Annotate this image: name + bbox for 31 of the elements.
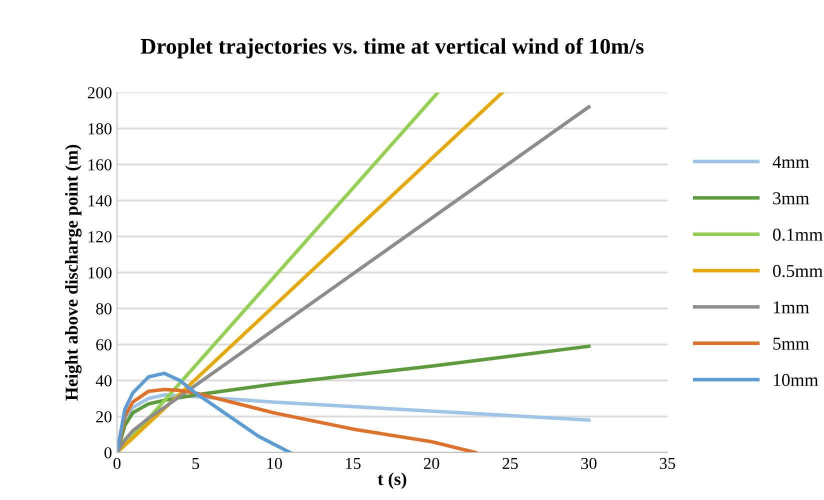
y-tick-label: 200 — [88, 87, 112, 98]
line-series — [117, 372, 292, 452]
x-tick-label: 5 — [192, 458, 200, 470]
x-tick-label: 0 — [113, 458, 121, 470]
y-tick-label: 120 — [88, 231, 112, 242]
y-tick-label: 20 — [96, 411, 112, 422]
y-tick-label: 180 — [88, 123, 112, 134]
x-tick-label: 15 — [346, 458, 361, 470]
legend-label: 4mm — [772, 156, 810, 168]
x-tick-label: 35 — [660, 458, 676, 470]
y-tick-label: 100 — [88, 267, 112, 278]
line-series — [117, 105, 591, 452]
legend-label: 3mm — [773, 192, 810, 204]
y-tick-label: 0 — [104, 447, 112, 458]
y-tick-label: 40 — [96, 375, 112, 386]
y-tick-label: 160 — [88, 159, 112, 170]
x-tick-label: 20 — [424, 458, 440, 470]
legend-label: 10mm — [774, 374, 818, 386]
y-axis-title: Height above discharge point (m) — [65, 144, 82, 401]
legend-label: 0.5mm — [773, 264, 823, 278]
legend-label: 5mm — [773, 338, 810, 350]
y-tick-label: 60 — [96, 339, 112, 350]
chart-title: Droplet trajectories vs. time at vertical wind of 10m/s — [140, 38, 644, 58]
x-tick-label: 30 — [581, 458, 597, 470]
y-tick-label: 80 — [96, 303, 112, 314]
legend-label: 1mm — [774, 301, 810, 314]
y-tick-label: 140 — [88, 195, 112, 206]
x-tick-label: 10 — [267, 458, 282, 470]
legend-label: 0.1mm — [773, 228, 823, 241]
x-axis-title: t (s) — [378, 472, 406, 489]
x-tick-label: 25 — [502, 458, 518, 470]
